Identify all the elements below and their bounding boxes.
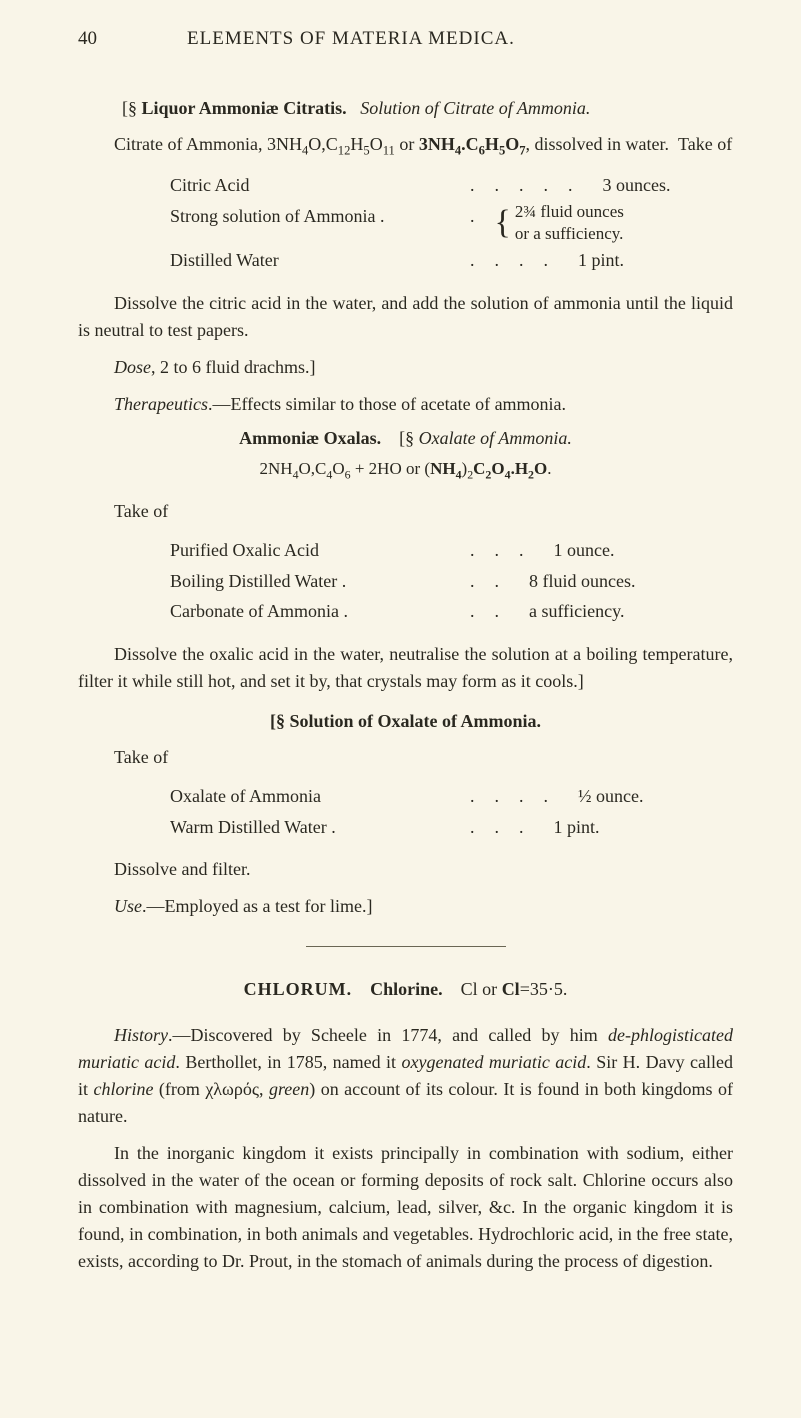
therapeutics-rest: .—Effects similar to those of acetate of… bbox=[208, 394, 566, 414]
dots: .. bbox=[470, 566, 519, 597]
brace-icon: { bbox=[495, 208, 511, 239]
oxalas-dissolve: Dissolve the oxalic acid in the water, n… bbox=[78, 641, 733, 695]
ingredient-name: Boiling Distilled Water . bbox=[170, 566, 470, 597]
text-span: . Berthollet, in 1785, named it bbox=[175, 1052, 401, 1072]
chlorum-heading: CHLORUM. Chlorine. Cl or Cl=35·5. bbox=[78, 979, 733, 1000]
chlorum-main: CHLORUM. bbox=[244, 979, 353, 999]
oxalas-bracket: [§ bbox=[399, 428, 419, 448]
chlorum-formula: Cl or Cl=35·5. bbox=[461, 979, 568, 999]
brace-group: { 2¾ fluid ounces or a sufficiency. bbox=[495, 201, 624, 245]
ingredient-row: Oxalate of Ammonia .... ½ ounce. bbox=[78, 781, 733, 812]
dots: ... bbox=[470, 812, 544, 843]
dots: .... bbox=[470, 245, 568, 276]
italic-term: green bbox=[269, 1079, 309, 1099]
ingredient-name: Warm Distilled Water . bbox=[170, 812, 470, 843]
ingredient-row: Strong solution of Ammonia . . { 2¾ flui… bbox=[78, 201, 733, 245]
ingredient-amount: 1 pint. bbox=[554, 812, 600, 843]
solution-oxalate-heading: [§ Solution of Oxalate of Ammonia. bbox=[78, 711, 733, 732]
liquor-therapeutics: Therapeutics.—Effects similar to those o… bbox=[78, 391, 733, 418]
heading-prefix: [§ bbox=[122, 98, 142, 118]
italic-term: oxygenated muriatic acid bbox=[401, 1052, 586, 1072]
page-number: 40 bbox=[78, 28, 97, 50]
ingredient-name: Purified Oxalic Acid bbox=[170, 535, 470, 566]
dots: .. bbox=[470, 596, 519, 627]
brace-bottom: or a sufficiency. bbox=[515, 223, 624, 245]
ingredient-name: Oxalate of Ammonia bbox=[170, 781, 470, 812]
history-prefix: History bbox=[114, 1025, 168, 1045]
history-rest: .—Discovered by Scheele in 1774, and cal… bbox=[168, 1025, 608, 1045]
ingredient-amount: 1 pint. bbox=[578, 245, 624, 276]
ingredient-amount: 1 ounce. bbox=[554, 535, 615, 566]
liquor-heading: [§ Liquor Ammoniæ Citratis. Solution of … bbox=[122, 98, 733, 119]
divider bbox=[306, 946, 506, 947]
ingredient-amount: 8 fluid ounces. bbox=[529, 566, 635, 597]
oxalas-formula: 2NH4O,C4O6 + 2HO or (NH4)2C2O4.H2O. bbox=[78, 459, 733, 482]
oxalas-takeof: Take of bbox=[114, 498, 733, 525]
oxalas-ingredients: Purified Oxalic Acid ... 1 ounce. Boilin… bbox=[78, 535, 733, 627]
oxalas-label: Ammoniæ Oxalas. bbox=[239, 428, 381, 448]
dose-rest: , 2 to 6 fluid drachms.] bbox=[151, 357, 315, 377]
ingredient-name: Citric Acid bbox=[170, 170, 470, 201]
ingredient-name: Carbonate of Ammonia . bbox=[170, 596, 470, 627]
ingredient-name: Strong solution of Ammonia . bbox=[170, 201, 470, 232]
liquor-ingredients: Citric Acid ..... 3 ounces. Strong solut… bbox=[78, 170, 733, 275]
dots: ..... bbox=[470, 170, 593, 201]
ingredient-row: Distilled Water .... 1 pint. bbox=[78, 245, 733, 276]
text-span: (from χλωρός, bbox=[153, 1079, 268, 1099]
solution-ingredients: Oxalate of Ammonia .... ½ ounce. Warm Di… bbox=[78, 781, 733, 842]
use-prefix: Use bbox=[114, 896, 142, 916]
chlorum-sub: Chlorine. bbox=[370, 979, 443, 999]
liquor-dose: Dose, 2 to 6 fluid drachms.] bbox=[78, 354, 733, 381]
ingredient-row: Boiling Distilled Water . .. 8 fluid oun… bbox=[78, 566, 733, 597]
dots: ... bbox=[470, 535, 544, 566]
ingredient-amount: 3 ounces. bbox=[603, 170, 671, 201]
ingredient-name: Distilled Water bbox=[170, 245, 470, 276]
ingredient-row: Warm Distilled Water . ... 1 pint. bbox=[78, 812, 733, 843]
chlorum-history: History.—Discovered by Scheele in 1774, … bbox=[78, 1022, 733, 1130]
chlorum-para2: In the inorganic kingdom it exists princ… bbox=[78, 1140, 733, 1275]
heading-label: Liquor Ammoniæ Citratis. bbox=[142, 98, 347, 118]
heading-latin: Solution of Citrate of Ammonia. bbox=[360, 98, 590, 118]
solution-dissolve: Dissolve and filter. bbox=[114, 856, 733, 883]
dots: .... bbox=[470, 781, 568, 812]
ingredient-amount: ½ ounce. bbox=[578, 781, 643, 812]
liquor-dissolve: Dissolve the citric acid in the water, a… bbox=[78, 290, 733, 344]
solution-use: Use.—Employed as a test for lime.] bbox=[114, 893, 733, 920]
solution-takeof: Take of bbox=[114, 744, 733, 771]
use-rest: .—Employed as a test for lime.] bbox=[142, 896, 372, 916]
therapeutics-prefix: Therapeutics bbox=[114, 394, 208, 414]
brace-top: 2¾ fluid ounces bbox=[515, 201, 624, 223]
oxalas-latin: Oxalate of Ammonia. bbox=[419, 428, 572, 448]
ingredient-row: Purified Oxalic Acid ... 1 ounce. bbox=[78, 535, 733, 566]
dose-prefix: Dose bbox=[114, 357, 151, 377]
ingredient-amount: a sufficiency. bbox=[529, 596, 624, 627]
oxalas-heading: Ammoniæ Oxalas. [§ Oxalate of Ammonia. bbox=[78, 428, 733, 449]
solution-oxalate-label: [§ Solution of Oxalate of Ammonia. bbox=[270, 711, 541, 731]
running-title: ELEMENTS OF MATERIA MEDICA. bbox=[187, 28, 515, 50]
dots: . bbox=[470, 201, 495, 232]
ingredient-row: Carbonate of Ammonia . .. a sufficiency. bbox=[78, 596, 733, 627]
italic-term: chlorine bbox=[93, 1079, 153, 1099]
ingredient-row: Citric Acid ..... 3 ounces. bbox=[78, 170, 733, 201]
liquor-intro: Citrate of Ammonia, 3NH4O,C12H5O11 or 3N… bbox=[78, 131, 733, 160]
